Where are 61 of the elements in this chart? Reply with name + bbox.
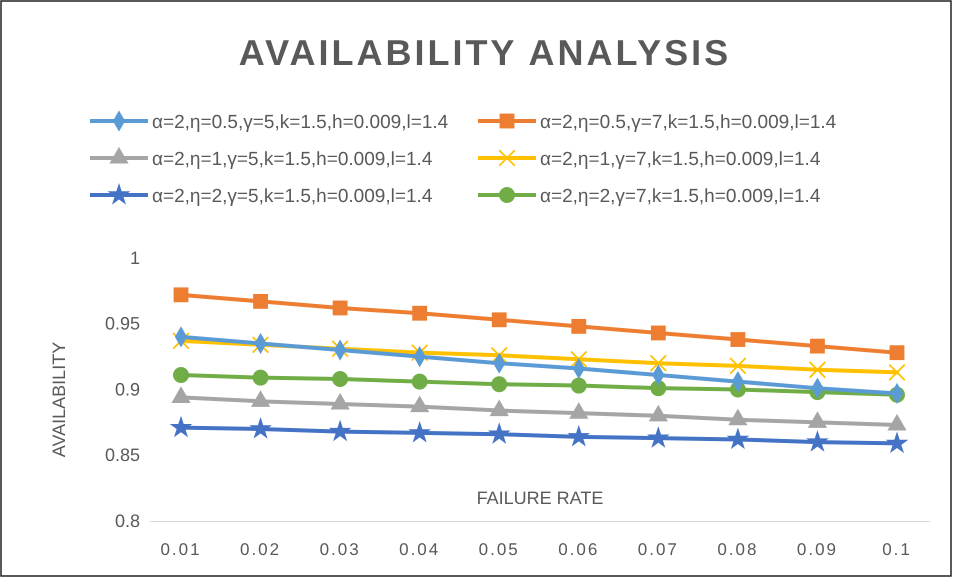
x-tick-label: 0.03: [320, 540, 361, 560]
x-tick-label: 0.04: [399, 540, 440, 560]
point: [491, 376, 508, 392]
point: [410, 344, 428, 362]
legend-label: α=2,η=0.5,γ=5,k=1.5,h=0.009,l=1.4: [152, 112, 449, 133]
point: [806, 430, 829, 452]
point: [808, 361, 826, 378]
point: [888, 364, 906, 382]
x-tick-label: 0.09: [796, 540, 838, 560]
point: [252, 370, 269, 386]
x-tick-label: 0.1: [882, 540, 912, 560]
point: [332, 300, 348, 316]
x-tick-label: 0.08: [717, 540, 758, 560]
point: [170, 416, 192, 438]
point: [488, 422, 511, 444]
x-tick-label: 0.07: [638, 540, 679, 560]
point: [252, 336, 270, 354]
point: [412, 306, 428, 321]
x-tick-label: 0.05: [478, 540, 520, 560]
point: [646, 426, 670, 448]
y-tick-label: 0.9: [114, 379, 140, 400]
point: [810, 338, 825, 354]
y-tick-label: 0.95: [104, 314, 140, 334]
y-tick-label: 0.85: [104, 445, 140, 466]
point: [650, 380, 666, 396]
point: [570, 350, 588, 368]
point: [408, 420, 432, 443]
chart-title: AVAILABILITY ANALYSIS: [238, 32, 732, 73]
point: [490, 346, 508, 364]
point: [172, 332, 190, 350]
point: [726, 428, 750, 450]
point: [328, 420, 352, 442]
point: [331, 340, 349, 358]
legend-label: α=2,η=2,γ=7,k=1.5,h=0.009,l=1.4: [540, 186, 821, 207]
point: [729, 357, 747, 375]
point: [567, 424, 590, 446]
point: [730, 332, 746, 347]
point: [174, 287, 188, 302]
point: [249, 417, 272, 439]
x-tick-label: 0.01: [160, 540, 202, 560]
y-tick-label: 1: [130, 248, 140, 268]
x-tick-label: 0.02: [240, 540, 282, 560]
y-tick-label: 0.8: [114, 510, 140, 531]
point: [492, 312, 507, 328]
y-axis-title: AVAILABILITY: [49, 342, 69, 458]
point: [886, 431, 908, 454]
legend-label: α=2,η=1,γ=7,k=1.5,h=0.009,l=1.4: [540, 149, 821, 170]
point: [650, 354, 668, 372]
point: [650, 326, 666, 340]
x-axis-title: FAILURE RATE: [476, 488, 604, 508]
point: [570, 378, 587, 394]
legend-label: α=2,η=0.5,γ=7,k=1.5,h=0.009,l=1.4: [540, 112, 837, 133]
point: [332, 371, 348, 387]
point: [253, 294, 268, 309]
point: [173, 367, 189, 383]
legend-label: α=2,η=1,γ=5,k=1.5,h=0.009,l=1.4: [152, 149, 433, 170]
point: [571, 318, 586, 334]
point: [890, 345, 904, 360]
x-tick-label: 0.06: [558, 540, 600, 560]
point: [412, 374, 428, 390]
legend-label: α=2,η=2,γ=5,k=1.5,h=0.009,l=1.4: [152, 186, 433, 207]
